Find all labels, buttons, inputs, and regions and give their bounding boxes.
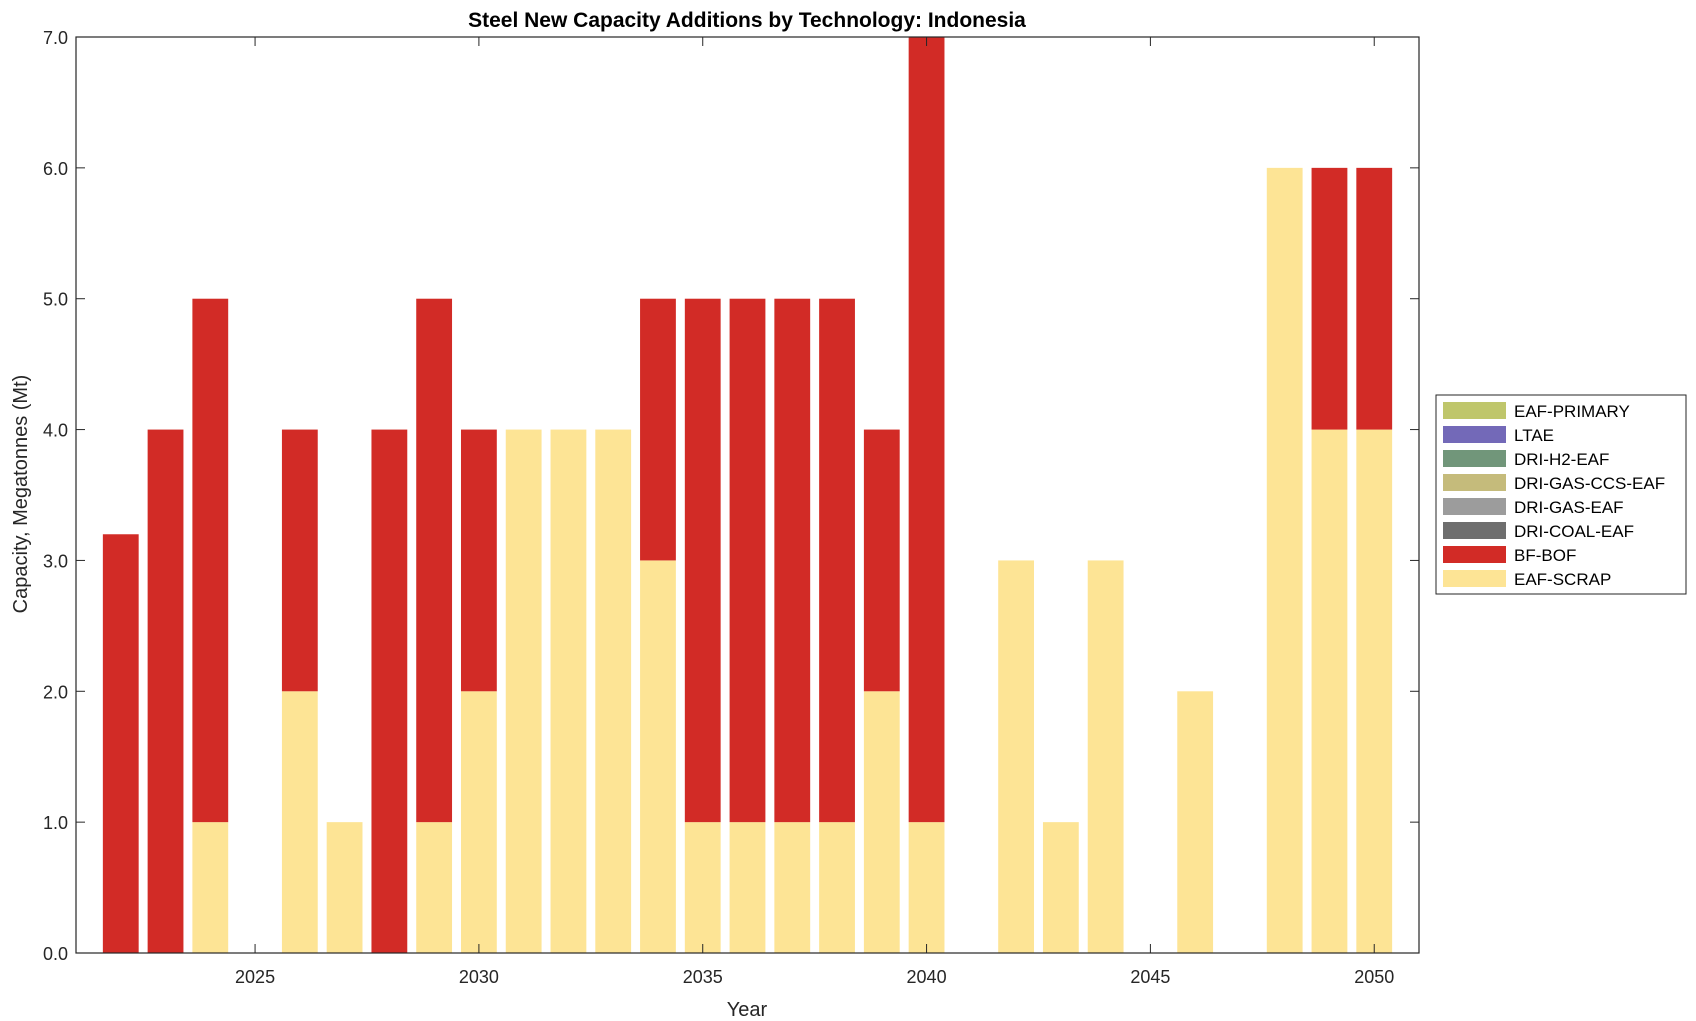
bar-bf-bof-2049 [1311, 167, 1348, 430]
bar-eaf-scrap-2027 [326, 822, 363, 953]
legend-swatch-eaf-primary [1443, 402, 1506, 419]
y-tick-label: 2.0 [43, 682, 68, 702]
legend-label-bf-bof: BF-BOF [1514, 546, 1576, 565]
legend-items: EAF-PRIMARY LTAE DRI-H2-EAF DRI-GAS-CCS-EAF… [1443, 402, 1665, 589]
legend-swatch-dri-h2-eaf [1443, 450, 1506, 467]
bar-eaf-scrap-2038 [819, 822, 855, 953]
y-tick-label: 7.0 [43, 28, 68, 48]
bar-bf-bof-2035 [684, 298, 721, 823]
x-axis-label: Year [727, 999, 768, 1021]
ticks-layer: 2025 2030 2035 2040 2045 2050 0.0 1.0 2.0 3.0 4.0 5… [43, 28, 1419, 987]
y-tick-label: 1.0 [43, 813, 68, 833]
bar-eaf-scrap-2026 [281, 691, 318, 953]
bar-eaf-scrap-2029 [416, 822, 453, 953]
bar-eaf-scrap-2030 [460, 691, 497, 953]
x-tick-label: 2035 [683, 967, 723, 987]
y-tick-label: 3.0 [43, 551, 68, 571]
bar-eaf-scrap-2024 [192, 822, 229, 953]
bar-eaf-scrap-2033 [595, 429, 632, 953]
x-tick-label: 2045 [1130, 967, 1170, 987]
y-tick-label: 4.0 [43, 421, 68, 441]
legend-label-eaf-scrap: EAF-SCRAP [1514, 570, 1611, 589]
x-tick-label: 2025 [235, 967, 275, 987]
bar-bf-bof-2023 [147, 429, 184, 953]
bar-eaf-scrap-2034 [640, 560, 676, 953]
bar-bf-bof-2022 [102, 534, 139, 953]
bar-eaf-scrap-2032 [550, 429, 587, 953]
bar-eaf-scrap-2042 [998, 560, 1034, 953]
legend-swatch-ltae [1443, 426, 1506, 443]
bar-bf-bof-2028 [371, 429, 408, 953]
x-tick-label: 2050 [1354, 967, 1394, 987]
bar-eaf-scrap-2046 [1177, 691, 1214, 953]
bar-eaf-scrap-2031 [505, 429, 542, 953]
x-tick-label: 2040 [907, 967, 947, 987]
legend-label-dri-coal-eaf: DRI-COAL-EAF [1514, 522, 1634, 541]
bar-eaf-scrap-2040 [908, 822, 945, 953]
bar-eaf-scrap-2037 [774, 822, 811, 953]
bar-eaf-scrap-2044 [1087, 560, 1124, 953]
bar-eaf-scrap-2050 [1356, 429, 1393, 953]
legend-label-dri-gas-eaf: DRI-GAS-EAF [1514, 498, 1624, 517]
y-tick-label: 0.0 [43, 944, 68, 964]
bar-bf-bof-2024 [192, 298, 229, 823]
legend-swatch-dri-gas-eaf [1443, 498, 1506, 515]
legend-label-dri-h2-eaf: DRI-H2-EAF [1514, 450, 1609, 469]
plot-area-frame [75, 36, 1420, 954]
x-tick-label: 2030 [459, 967, 499, 987]
bar-bf-bof-2037 [774, 298, 811, 823]
legend-label-dri-gas-ccs-eaf: DRI-GAS-CCS-EAF [1514, 474, 1665, 493]
bar-bf-bof-2050 [1356, 167, 1393, 430]
legend-swatch-bf-bof [1443, 546, 1506, 563]
bar-bf-bof-2034 [640, 298, 676, 561]
bar-bf-bof-2029 [416, 298, 453, 823]
bar-eaf-scrap-2048 [1266, 167, 1303, 954]
legend-swatch-dri-coal-eaf [1443, 522, 1506, 539]
legend-label-ltae: LTAE [1514, 426, 1554, 445]
bar-bf-bof-2036 [729, 298, 766, 823]
bar-eaf-scrap-2035 [684, 822, 721, 953]
y-tick-label: 6.0 [43, 159, 68, 179]
bar-eaf-scrap-2043 [1042, 822, 1079, 953]
y-tick-label: 5.0 [43, 290, 68, 310]
legend-swatch-eaf-scrap [1443, 570, 1506, 587]
chart-title: Steel New Capacity Additions by Technolo… [468, 9, 1026, 32]
bar-bf-bof-2039 [863, 429, 900, 692]
y-axis-label: Capacity, Megatonnes (Mt) [10, 375, 32, 614]
legend-label-eaf-primary: EAF-PRIMARY [1514, 402, 1630, 421]
legend: EAF-PRIMARY LTAE DRI-H2-EAF DRI-GAS-CCS-EAF… [1435, 394, 1687, 595]
bar-eaf-scrap-2039 [863, 691, 900, 953]
bar-bf-bof-2030 [460, 429, 497, 692]
bar-eaf-scrap-2036 [729, 822, 766, 953]
bar-bf-bof-2026 [281, 429, 318, 692]
bar-bf-bof-2040 [908, 37, 945, 823]
legend-swatch-dri-gas-ccs-eaf [1443, 474, 1506, 491]
bar-eaf-scrap-2049 [1311, 429, 1348, 953]
bars-layer [102, 37, 1393, 954]
bar-bf-bof-2038 [819, 298, 855, 823]
